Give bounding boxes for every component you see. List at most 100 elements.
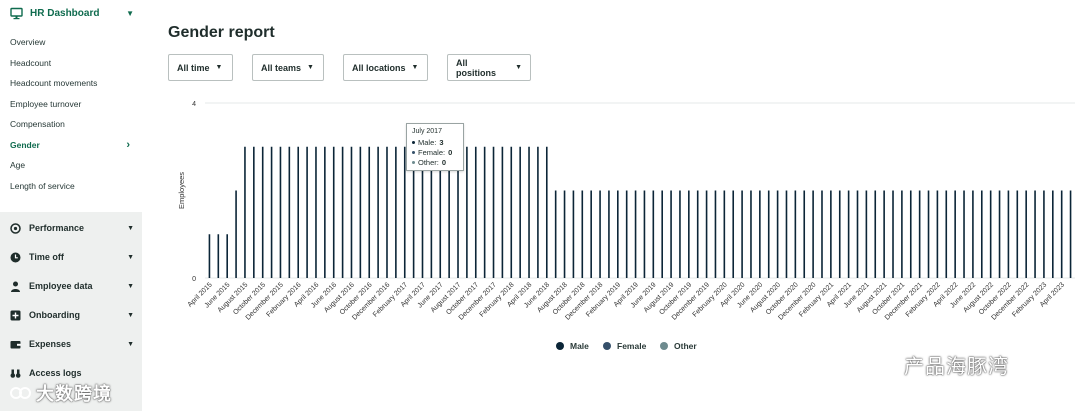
- section-label: Employee data: [29, 281, 93, 291]
- bar-male: [226, 234, 228, 278]
- bar-male: [563, 190, 566, 278]
- target-icon: [10, 222, 21, 234]
- sidebar-sections: [0, 212, 142, 411]
- legend-male[interactable]: Male: [556, 341, 589, 351]
- caret-down-icon: ▼: [127, 253, 134, 261]
- bar-male: [838, 190, 841, 278]
- sidebar-section-performance[interactable]: Performance ▼: [10, 220, 134, 236]
- bar-male: [359, 146, 362, 278]
- bar-male: [883, 190, 885, 278]
- bar-male: [856, 190, 859, 278]
- bar-male: [386, 146, 388, 278]
- legend-label: Male: [570, 341, 589, 351]
- bar-male: [732, 190, 735, 278]
- bar-male: [696, 190, 699, 278]
- bar-male: [821, 190, 823, 278]
- sidebar-item-overview[interactable]: Overview: [10, 37, 134, 47]
- bar-male: [510, 146, 513, 278]
- bar-male: [741, 190, 743, 278]
- bar-male: [466, 146, 468, 278]
- filter-label: All positions: [456, 57, 496, 78]
- bar-male: [980, 190, 983, 278]
- filter-time[interactable]: All time ▼: [168, 54, 233, 81]
- y-tick-label: 0: [192, 276, 196, 283]
- filter-positions[interactable]: All positions ▼: [447, 54, 531, 81]
- person-icon: [11, 281, 20, 292]
- bar-male: [1007, 190, 1010, 278]
- bar-male: [945, 190, 948, 278]
- tooltip-bullet: [412, 140, 415, 144]
- tooltip-row-other: Other: 0: [412, 157, 458, 167]
- sidebar-section-expenses[interactable]: Expenses ▼: [10, 336, 134, 352]
- sidebar-section-access-logs[interactable]: Access logs: [10, 365, 134, 381]
- bar-male: [377, 146, 379, 278]
- tooltip-value: 3: [439, 137, 444, 147]
- bar-male: [634, 190, 637, 278]
- bar-male: [279, 146, 282, 278]
- bar-male: [261, 146, 264, 278]
- filter-locations[interactable]: All locations ▼: [343, 54, 428, 81]
- bar-male: [963, 190, 965, 278]
- legend-male-swatch: [556, 342, 564, 350]
- bar-male: [217, 234, 220, 278]
- section-label: Access logs: [29, 368, 82, 378]
- bar-male: [847, 190, 850, 278]
- bar-male: [395, 146, 397, 278]
- bar-male: [315, 146, 317, 278]
- sidebar-item-label: Age: [10, 160, 26, 170]
- bar-male: [599, 190, 601, 278]
- wechat-icon: [863, 352, 894, 376]
- bar-male: [350, 146, 353, 278]
- sidebar-item-headcount-movements[interactable]: Headcount movements: [10, 78, 134, 88]
- legend-other[interactable]: Other: [660, 341, 697, 351]
- section-label: Time off: [29, 252, 64, 262]
- watermark-left: 大数跨境: [10, 380, 112, 406]
- bar-male: [723, 190, 726, 278]
- caret-down-icon: ▼: [515, 64, 522, 71]
- sidebar-item-headcount[interactable]: Headcount: [10, 58, 134, 68]
- bar-male: [519, 146, 521, 278]
- bar-male: [545, 146, 548, 278]
- hr-dashboard-label: HR Dashboard: [30, 7, 100, 19]
- filter-label: All teams: [261, 62, 302, 73]
- chevron-right-icon: ›: [126, 139, 130, 151]
- caret-down-icon: ▼: [307, 64, 314, 71]
- tooltip-bullet: [412, 150, 415, 154]
- sidebar-item-employee-turnover[interactable]: Employee turnover: [10, 99, 134, 109]
- section-label: Onboarding: [29, 310, 80, 320]
- hr-dashboard-header[interactable]: HR Dashboard ▼: [10, 4, 134, 22]
- bar-male: [288, 146, 291, 278]
- tooltip-row-female: Female: 0: [412, 147, 458, 157]
- bar-male: [767, 190, 770, 278]
- sidebar-section-time-off[interactable]: Time off ▼: [10, 249, 134, 265]
- bar-male: [909, 190, 912, 278]
- sidebar-item-length-of-service[interactable]: Length of service: [10, 181, 134, 191]
- section-label: Performance: [29, 223, 85, 233]
- bar-male: [901, 190, 903, 278]
- sidebar-section-employee-data[interactable]: Employee data ▼: [10, 278, 134, 294]
- bar-male: [759, 190, 761, 278]
- y-axis-label: Employees: [177, 172, 186, 209]
- sidebar-item-label: Overview: [10, 37, 46, 47]
- chart-tooltip: July 2017 Male: 3 Female: 0 Other: 0: [406, 123, 464, 171]
- bar-male: [439, 146, 442, 278]
- sidebar-item-label: Length of service: [10, 181, 75, 191]
- bar-male: [1025, 190, 1027, 278]
- clock-icon: [10, 252, 21, 262]
- sidebar-item-age[interactable]: Age: [10, 160, 134, 170]
- bar-male: [803, 190, 806, 278]
- bar-male: [714, 190, 717, 278]
- bar-male: [1016, 190, 1019, 278]
- section-label: Expenses: [29, 339, 72, 349]
- watermark-logo-icon: [10, 387, 31, 399]
- bar-male: [972, 190, 974, 278]
- legend-female[interactable]: Female: [603, 341, 646, 351]
- sidebar-item-compensation[interactable]: Compensation: [10, 119, 134, 129]
- sidebar-section-onboarding[interactable]: Onboarding ▼: [10, 307, 134, 323]
- wallet-icon: [10, 340, 21, 348]
- bar-male: [421, 146, 424, 278]
- filter-teams[interactable]: All teams ▼: [252, 54, 324, 81]
- sidebar-item-gender[interactable]: Gender ›: [10, 139, 134, 151]
